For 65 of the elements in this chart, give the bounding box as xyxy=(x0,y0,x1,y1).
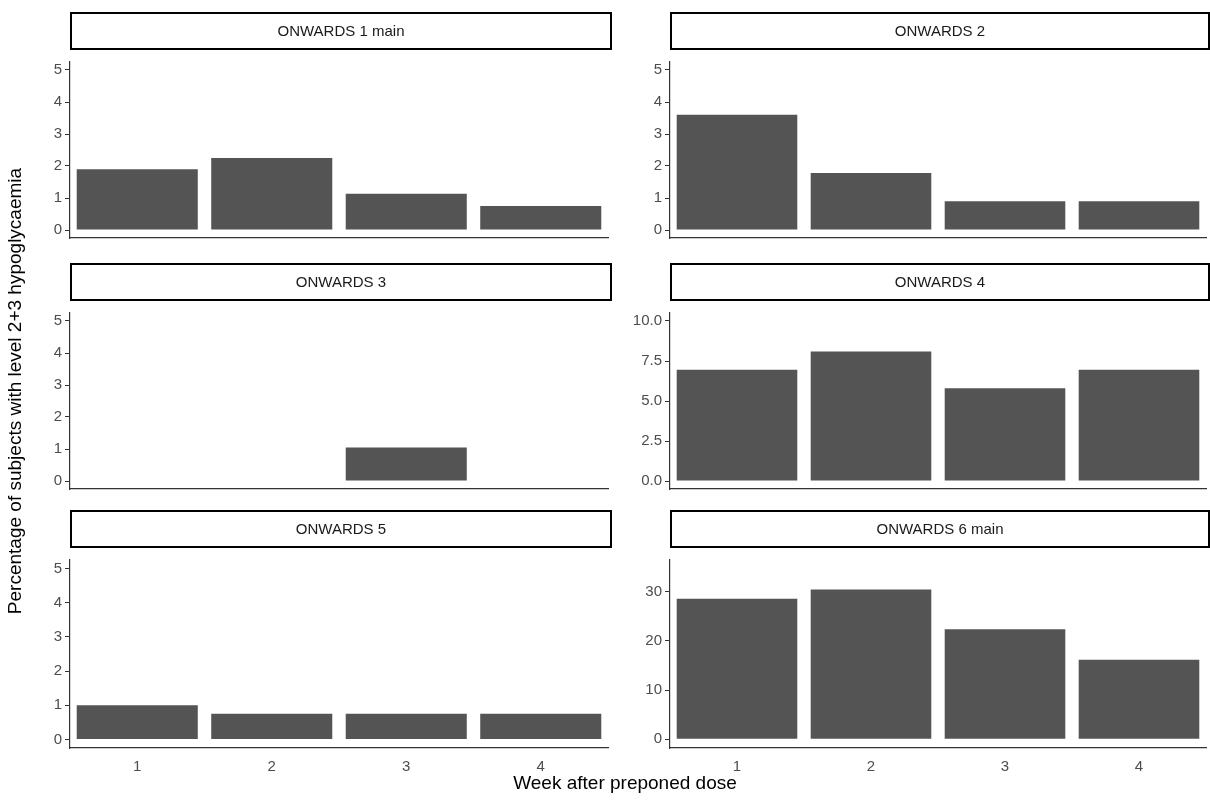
chart-title: ONWARDS 5 xyxy=(70,510,612,548)
y-tick-label: 0 xyxy=(653,729,662,747)
chart-title: ONWARDS 1 main xyxy=(70,12,612,50)
x-tick-label: 4 xyxy=(1134,757,1144,775)
y-tick-label: 2 xyxy=(53,156,62,174)
y-tick-label: 20 xyxy=(645,631,662,649)
y-tick-label: 5 xyxy=(53,311,62,329)
bar xyxy=(810,173,932,230)
y-tick-label: 4 xyxy=(53,343,62,361)
y-tick-label: 3 xyxy=(53,124,62,142)
x-axis-title: Week after preponed dose xyxy=(513,772,737,793)
y-tick-label: 0.0 xyxy=(641,471,662,489)
bar xyxy=(676,369,798,481)
y-tick-label: 0 xyxy=(53,471,62,489)
bar xyxy=(1078,369,1200,481)
y-tick-label: 7.5 xyxy=(641,351,662,369)
bar xyxy=(480,206,602,230)
y-tick-label: 5 xyxy=(53,558,62,576)
x-tick-label: 3 xyxy=(402,757,411,775)
y-tick-label: 10.0 xyxy=(632,311,662,329)
y-tick-label: 0 xyxy=(53,729,62,747)
y-tick-label: 3 xyxy=(653,124,662,142)
y-axis-title: Percentage of subjects with level 2+3 hypoglycaemia xyxy=(4,166,26,617)
x-tick-label: 2 xyxy=(866,757,876,775)
x-tick-label: 2 xyxy=(267,757,276,775)
y-tick-label: 1 xyxy=(653,188,662,206)
bar xyxy=(1078,659,1200,739)
bar xyxy=(944,629,1066,739)
bar xyxy=(944,388,1066,481)
chart-title: ONWARDS 3 xyxy=(70,263,612,301)
chart-title: ONWARDS 2 xyxy=(670,12,1210,50)
y-tick-label: 1 xyxy=(53,188,62,206)
bar xyxy=(944,201,1066,230)
bar xyxy=(76,169,198,230)
y-tick-label: 2 xyxy=(653,156,662,174)
y-tick-label: 30 xyxy=(645,582,662,600)
y-tick-label: 2 xyxy=(53,407,62,425)
bar xyxy=(810,589,932,739)
y-tick-label: 5.0 xyxy=(641,391,662,409)
y-tick-label: 1 xyxy=(53,695,62,713)
chart-title: ONWARDS 6 main xyxy=(670,510,1210,548)
y-tick-label: 10 xyxy=(645,680,662,698)
bar xyxy=(1078,201,1200,230)
y-tick-label: 4 xyxy=(653,92,662,110)
y-tick-label: 5 xyxy=(653,60,662,78)
y-tick-label: 4 xyxy=(53,592,62,610)
y-tick-label: 3 xyxy=(53,375,62,393)
y-tick-label: 2 xyxy=(53,661,62,679)
y-tick-label: 1 xyxy=(53,439,62,457)
chart-title: ONWARDS 4 xyxy=(670,263,1210,301)
bar xyxy=(676,114,798,230)
y-tick-label: 0 xyxy=(53,220,62,238)
y-tick-label: 5 xyxy=(53,60,62,78)
x-tick-label: 1 xyxy=(133,757,142,775)
bar xyxy=(345,193,467,230)
y-tick-label: 4 xyxy=(53,92,62,110)
x-tick-label: 4 xyxy=(536,757,545,775)
y-tick-label: 3 xyxy=(53,627,62,645)
x-tick-label: 1 xyxy=(732,757,742,775)
y-tick-label: 0 xyxy=(653,220,662,238)
bar xyxy=(676,598,798,739)
x-tick-label: 3 xyxy=(1000,757,1010,775)
bar xyxy=(810,351,932,481)
bar xyxy=(211,158,333,230)
y-tick-label: 2.5 xyxy=(641,431,662,449)
